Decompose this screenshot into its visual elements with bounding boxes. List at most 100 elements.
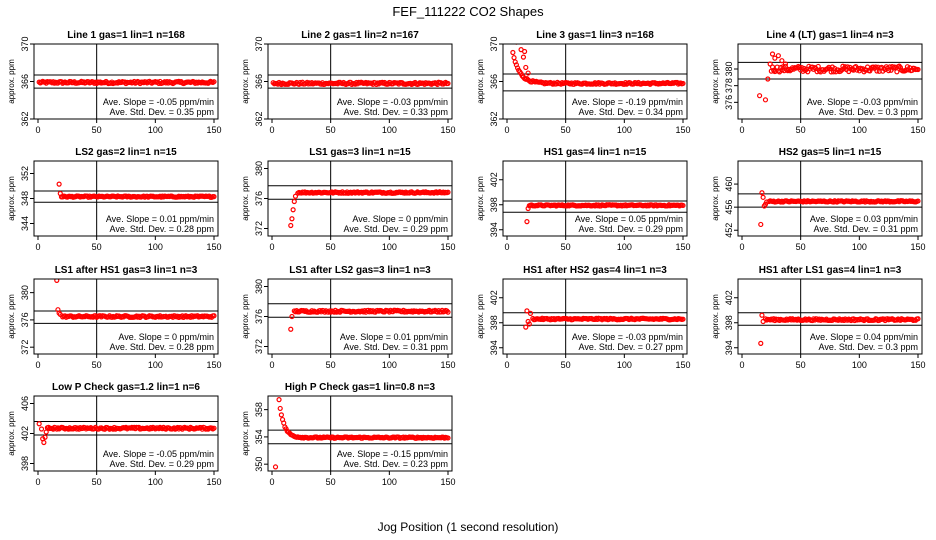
data-point (445, 435, 451, 441)
y-tick-label: 398 (489, 197, 499, 212)
y-tick-label: 376 (20, 312, 30, 327)
panel-frame (267, 395, 453, 472)
chart-panel: Line 3 gas=1 lin=3 n=168 0 50 100 150 362 366 3… (476, 30, 691, 135)
x-tick-label: 100 (382, 477, 397, 487)
y-tick-label: 402 (724, 290, 734, 305)
x-tick-label: 150 (910, 360, 925, 370)
data-point (758, 221, 764, 228)
y-tick-label: 394 (489, 340, 499, 355)
data-point (762, 97, 769, 103)
x-tick-label: 150 (440, 477, 455, 487)
data-point (56, 181, 62, 187)
data-point (524, 308, 530, 314)
y-tick-label: 370 (254, 36, 264, 51)
y-tick-label: 398 (20, 456, 30, 471)
panel-frame (737, 278, 923, 355)
slope-annotation: Ave. Slope = 0.01 ppm/min (106, 214, 214, 224)
x-tick-label: 100 (148, 125, 163, 135)
x-tick-label: 100 (382, 242, 397, 252)
x-tick-label: 0 (504, 360, 509, 370)
data-point (36, 421, 42, 427)
data-point (844, 64, 851, 70)
y-tick-label: 402 (489, 290, 499, 305)
x-tick-label: 0 (35, 360, 40, 370)
y-axis-label: approx. ppm (711, 59, 720, 104)
x-tick-label: 150 (440, 242, 455, 252)
data-points (272, 397, 451, 470)
data-point (842, 64, 848, 70)
y-tick-label: 372 (254, 221, 264, 236)
data-point (211, 313, 217, 319)
panel-title: HS1 after HS2 gas=4 lin=1 n=3 (523, 265, 667, 276)
data-point (520, 54, 527, 60)
x-tick-label: 100 (148, 242, 163, 252)
data-point (38, 426, 45, 432)
x-tick-label: 0 (35, 125, 40, 135)
data-point (837, 68, 844, 74)
panel-title: Line 3 gas=1 lin=3 n=168 (536, 30, 654, 41)
data-points (510, 37, 686, 87)
chart-panel: Line 4 (LT) gas=1 lin=4 n=3 0 50 100 150 376 3… (711, 30, 926, 135)
y-tick-label: 348 (20, 191, 30, 206)
y-tick-label: 402 (20, 426, 30, 441)
y-tick-label: 456 (724, 200, 734, 215)
data-point (510, 49, 516, 56)
data-point (815, 63, 821, 70)
data-points (758, 312, 921, 346)
x-tick-label: 0 (35, 477, 40, 487)
slope-annotation: Ave. Slope = -0.03 ppm/min (337, 97, 448, 107)
data-points (270, 79, 451, 88)
std-dev-annotation: Ave. Std. Dev. = 0.23 ppm (344, 459, 448, 469)
panel-frame (737, 160, 923, 237)
data-point (42, 434, 48, 440)
x-tick-label: 50 (92, 360, 102, 370)
y-tick-label: 372 (254, 339, 264, 354)
y-tick-label: 394 (489, 222, 499, 237)
panel-frame (737, 43, 923, 120)
data-points (758, 190, 921, 228)
data-points (756, 51, 921, 103)
y-tick-label: 366 (254, 74, 264, 89)
y-tick-label: 370 (20, 36, 30, 51)
data-point (41, 439, 47, 446)
data-point (511, 37, 515, 41)
chart-panel: LS1 after HS1 gas=3 lin=1 n=3 0 50 100 150 37… (7, 265, 222, 370)
chart-panel: HS1 after HS2 gas=4 lin=1 n=3 0 50 100 150 39… (476, 265, 691, 370)
x-tick-label: 50 (326, 125, 336, 135)
data-points (56, 181, 217, 200)
data-point (211, 194, 217, 200)
data-points (54, 279, 217, 320)
panel-title: Low P Check gas=1.2 lin=1 n=6 (52, 382, 200, 393)
data-point (760, 194, 766, 200)
data-point (526, 321, 532, 327)
y-axis-label: approx. ppm (476, 59, 485, 104)
data-points (288, 189, 451, 229)
data-point (771, 67, 777, 73)
data-point (828, 69, 834, 75)
data-point (758, 340, 764, 346)
data-points (288, 307, 451, 332)
std-dev-annotation: Ave. Std. Dev. = 0.3 ppm (819, 107, 918, 117)
data-point (915, 198, 921, 204)
data-point (445, 309, 451, 315)
data-points (523, 308, 686, 330)
data-point (680, 202, 686, 209)
y-tick-label: 344 (20, 216, 30, 231)
x-tick-label: 50 (561, 242, 571, 252)
y-axis-label: approx. ppm (7, 59, 16, 104)
y-tick-label: 380 (254, 161, 264, 176)
slope-annotation: Ave. Slope = -0.05 ppm/min (103, 97, 214, 107)
data-point (775, 53, 781, 59)
x-tick-label: 0 (35, 242, 40, 252)
slope-annotation: Ave. Slope = 0.03 ppm/min (810, 214, 918, 224)
x-tick-label: 150 (206, 125, 221, 135)
y-axis-label: approx. ppm (241, 411, 250, 456)
data-points (524, 202, 686, 225)
y-axis-label: approx. ppm (7, 411, 16, 456)
y-tick-label: 380 (724, 61, 734, 76)
y-tick-label: 376 (254, 309, 264, 324)
y-tick-label: 362 (489, 111, 499, 126)
x-tick-label: 100 (382, 125, 397, 135)
y-tick-label: 380 (20, 285, 30, 300)
